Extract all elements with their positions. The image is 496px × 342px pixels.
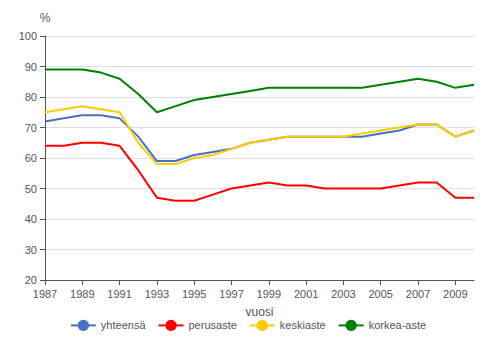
- svg-text:1995: 1995: [182, 288, 206, 300]
- svg-text:vuosi: vuosi: [245, 305, 273, 319]
- svg-text:50: 50: [25, 183, 37, 195]
- svg-text:perusaste: perusaste: [189, 319, 237, 331]
- svg-text:keskiaste: keskiaste: [280, 319, 326, 331]
- svg-text:korkea-aste: korkea-aste: [369, 319, 426, 331]
- svg-text:1993: 1993: [145, 288, 169, 300]
- svg-text:1991: 1991: [107, 288, 131, 300]
- svg-text:2001: 2001: [294, 288, 318, 300]
- svg-text:yhteensä: yhteensä: [101, 319, 147, 331]
- svg-text:2005: 2005: [368, 288, 392, 300]
- svg-text:1987: 1987: [33, 288, 57, 300]
- svg-text:1997: 1997: [219, 288, 243, 300]
- svg-text:2003: 2003: [331, 288, 355, 300]
- svg-text:90: 90: [25, 61, 37, 73]
- svg-text:2007: 2007: [406, 288, 430, 300]
- svg-text:60: 60: [25, 152, 37, 164]
- svg-text:1989: 1989: [70, 288, 94, 300]
- svg-text:2009: 2009: [443, 288, 467, 300]
- svg-text:80: 80: [25, 91, 37, 103]
- svg-text:40: 40: [25, 213, 37, 225]
- svg-text:1999: 1999: [257, 288, 281, 300]
- svg-text:30: 30: [25, 244, 37, 256]
- svg-text:100: 100: [19, 30, 37, 42]
- svg-text:70: 70: [25, 122, 37, 134]
- svg-text:20: 20: [25, 274, 37, 286]
- svg-text:%: %: [40, 11, 51, 25]
